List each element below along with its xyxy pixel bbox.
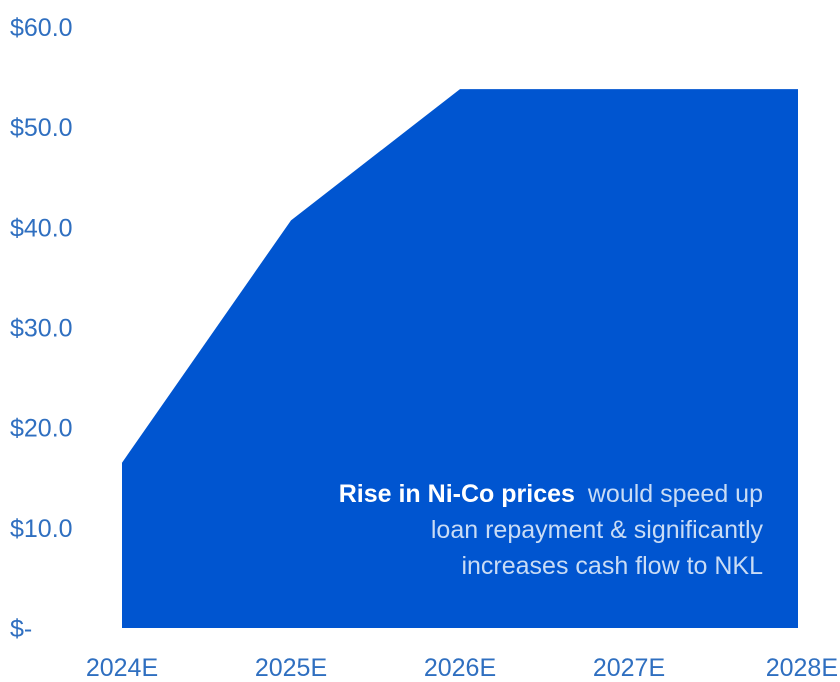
- annotation-line-2: loan repayment & significantly: [431, 516, 764, 544]
- area-series: [122, 89, 798, 628]
- x-tick-label: 2025E: [255, 654, 327, 682]
- y-tick-label: $20.0: [10, 415, 73, 443]
- annotation-line-1-rest: would speed up: [587, 480, 763, 508]
- x-tick-label: 2024E: [86, 654, 158, 682]
- x-tick-label: 2028E: [766, 654, 838, 682]
- chart-annotation: Rise in Ni-Co prices would speed up loan…: [339, 480, 764, 580]
- y-tick-label: $40.0: [10, 214, 73, 242]
- annotation-line-3: increases cash flow to NKL: [461, 552, 763, 580]
- plot-area: [122, 89, 798, 628]
- y-tick-label: $50.0: [10, 114, 73, 142]
- annotation-line-1: Rise in Ni-Co prices would speed up: [339, 480, 763, 508]
- annotation-bold-text: Rise in Ni-Co prices: [339, 480, 575, 508]
- y-tick-label: $-: [10, 615, 32, 643]
- y-tick-label: $10.0: [10, 515, 73, 543]
- y-axis: $- $10.0 $20.0 $30.0 $40.0 $50.0 $60.0: [10, 14, 73, 643]
- y-tick-label: $30.0: [10, 315, 73, 343]
- y-tick-label: $60.0: [10, 14, 73, 42]
- x-tick-label: 2027E: [593, 654, 665, 682]
- x-tick-label: 2026E: [424, 654, 496, 682]
- x-axis: 2024E 2025E 2026E 2027E 2028E: [86, 654, 838, 682]
